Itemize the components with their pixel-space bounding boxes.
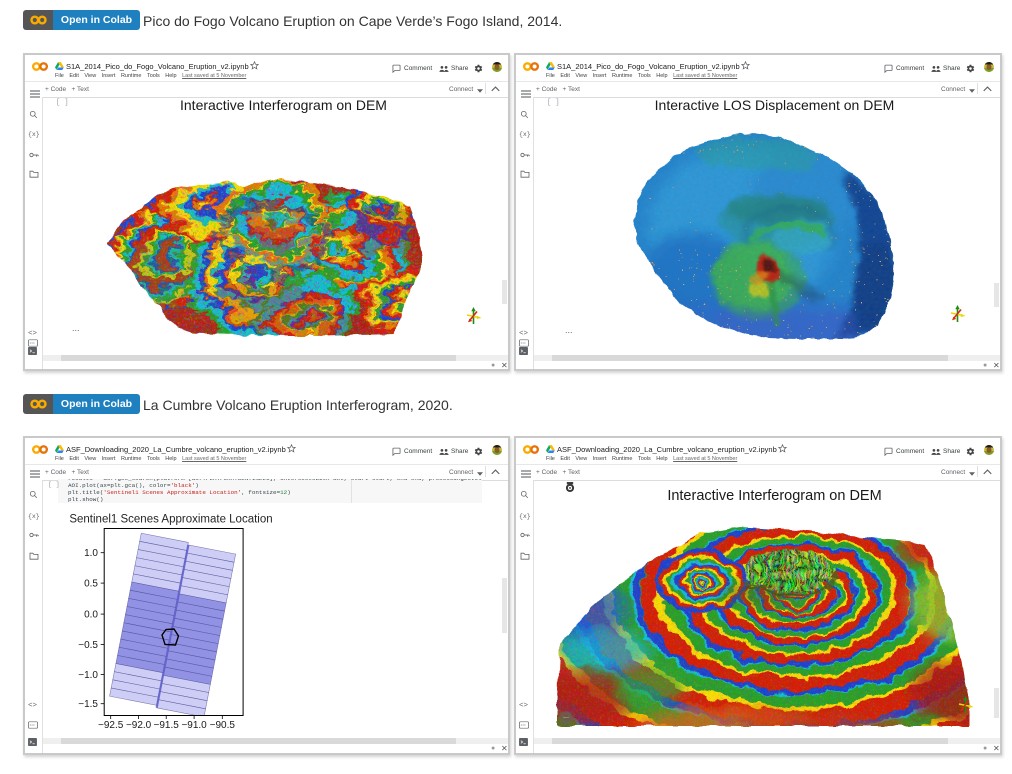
svg-text:−0.5: −0.5 <box>78 640 98 651</box>
svg-text:−1.0: −1.0 <box>78 670 98 681</box>
svg-text:−1.5: −1.5 <box>78 699 98 710</box>
svg-text:−91.5: −91.5 <box>154 720 180 731</box>
svg-text:−92.0: −92.0 <box>126 720 152 731</box>
svg-text:0.5: 0.5 <box>84 579 98 590</box>
svg-text:0.0: 0.0 <box>84 610 98 621</box>
svg-text:Sentinel1 Scenes Approximate L: Sentinel1 Scenes Approximate Location <box>69 514 272 526</box>
svg-text:−90.5: −90.5 <box>210 720 236 731</box>
svg-text:1.0: 1.0 <box>84 548 98 559</box>
svg-text:−91.0: −91.0 <box>181 720 207 731</box>
svg-text:−92.5: −92.5 <box>98 720 124 731</box>
